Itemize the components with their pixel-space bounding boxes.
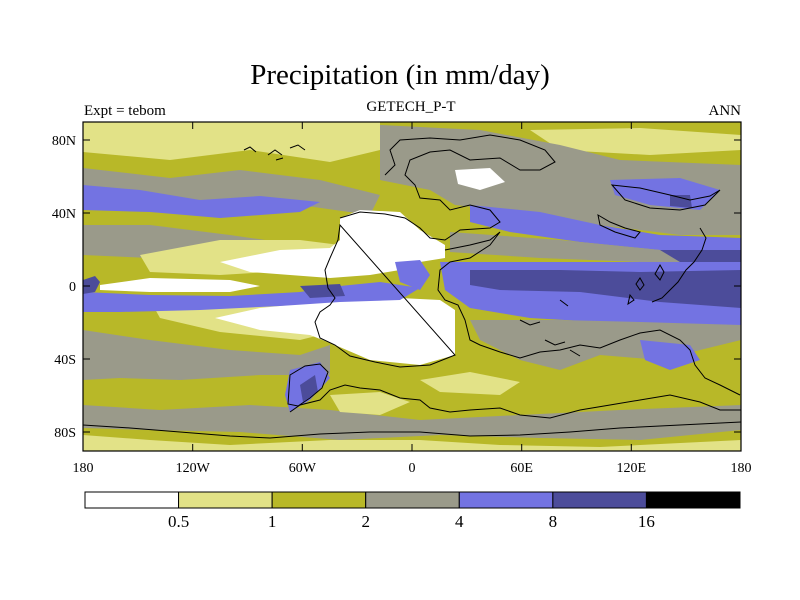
field-eq-darkblue-west bbox=[83, 276, 100, 294]
colorbar-label-0: 0.5 bbox=[168, 512, 189, 531]
colorbar-swatch-2 bbox=[271, 491, 367, 509]
coast-se-islands bbox=[519, 299, 581, 357]
colorbar-label-2: 2 bbox=[361, 512, 370, 531]
coast-pangea-west bbox=[339, 134, 556, 241]
colorbar-label-5: 16 bbox=[638, 512, 655, 531]
coast-ne-island-2 bbox=[597, 214, 641, 239]
coast-n-islands bbox=[243, 144, 306, 161]
colorbar-label-3: 4 bbox=[455, 512, 464, 531]
field-dry-white-n bbox=[220, 210, 445, 278]
lat-label-40n: 40N bbox=[52, 207, 76, 222]
colorbar-label-1: 1 bbox=[268, 512, 277, 531]
lon-label-180e: 180 bbox=[731, 461, 752, 476]
coastlines bbox=[82, 134, 742, 439]
field-s-lightyellow-2 bbox=[420, 372, 520, 395]
lon-label-60w: 60W bbox=[289, 461, 317, 476]
field-s-lightyellow-3 bbox=[83, 435, 741, 451]
colorbar-swatch-6 bbox=[645, 491, 741, 509]
lon-label-60e: 60E bbox=[510, 461, 533, 476]
lat-label-80s: 80S bbox=[54, 426, 76, 441]
colorbar-swatch-4 bbox=[458, 491, 554, 509]
plot-title: Precipitation (in mm/day) bbox=[250, 59, 550, 91]
field-dry-white-s bbox=[215, 298, 455, 365]
coast-ne-island-1 bbox=[610, 184, 721, 211]
coast-far-south bbox=[82, 421, 742, 439]
lat-label-40s: 40S bbox=[54, 353, 76, 368]
colorbar-swatch-3 bbox=[365, 491, 460, 509]
field-dry-white-band bbox=[100, 278, 260, 292]
dataset-label: GETECH_P-T bbox=[366, 99, 456, 115]
lat-label-80n: 80N bbox=[52, 134, 76, 149]
field-ne-darkblue-patch bbox=[670, 195, 692, 208]
coast-pangea-east bbox=[437, 231, 741, 396]
field-n-gray-east bbox=[380, 125, 741, 235]
colorbar: 0.5 1 2 4 8 16 bbox=[84, 491, 741, 531]
coast-sw-island bbox=[287, 363, 329, 407]
field-se-gray bbox=[470, 320, 741, 370]
field-n-lightyellow bbox=[83, 122, 380, 162]
lon-axis: 180 120W 60W 0 60E 120E 180 bbox=[73, 122, 752, 476]
lat-axis: 80N 40N 0 40S 80S bbox=[52, 134, 741, 441]
field-n-white-patch bbox=[455, 168, 505, 190]
field-s-lightyellow-1 bbox=[330, 392, 410, 415]
lon-label-120e: 120E bbox=[617, 461, 647, 476]
field-s-blue-east bbox=[640, 340, 700, 370]
season-label: ANN bbox=[708, 103, 742, 119]
field-ne-blue bbox=[470, 205, 741, 255]
colorbar-label-4: 8 bbox=[549, 512, 558, 531]
colorbar-swatch-1 bbox=[178, 491, 273, 509]
experiment-label: Expt = tebom bbox=[84, 103, 166, 119]
coast-eastern-chain bbox=[651, 227, 707, 303]
field-n-blue-west bbox=[83, 185, 320, 218]
field-eq-darkblue-east bbox=[470, 270, 741, 308]
field-s-darkblue-west bbox=[300, 375, 318, 402]
coast-antarctic bbox=[289, 384, 741, 419]
lon-label-180w: 180 bbox=[73, 461, 94, 476]
field-eq-darkblue-east2 bbox=[660, 250, 741, 262]
colorbar-swatch-0 bbox=[84, 491, 180, 509]
field-eq-darkblue-mid bbox=[300, 284, 345, 298]
colorbar-swatch-5 bbox=[552, 491, 647, 509]
lon-label-0: 0 bbox=[409, 461, 416, 476]
lon-label-120w: 120W bbox=[176, 461, 211, 476]
field-eq-blue-mid bbox=[395, 260, 430, 290]
field-s-gray bbox=[83, 330, 330, 380]
coast-pangea-south bbox=[314, 223, 456, 368]
field-ne-lightyellow bbox=[530, 128, 741, 155]
coast-small-islands bbox=[627, 263, 665, 306]
lat-label-0: 0 bbox=[69, 280, 76, 295]
